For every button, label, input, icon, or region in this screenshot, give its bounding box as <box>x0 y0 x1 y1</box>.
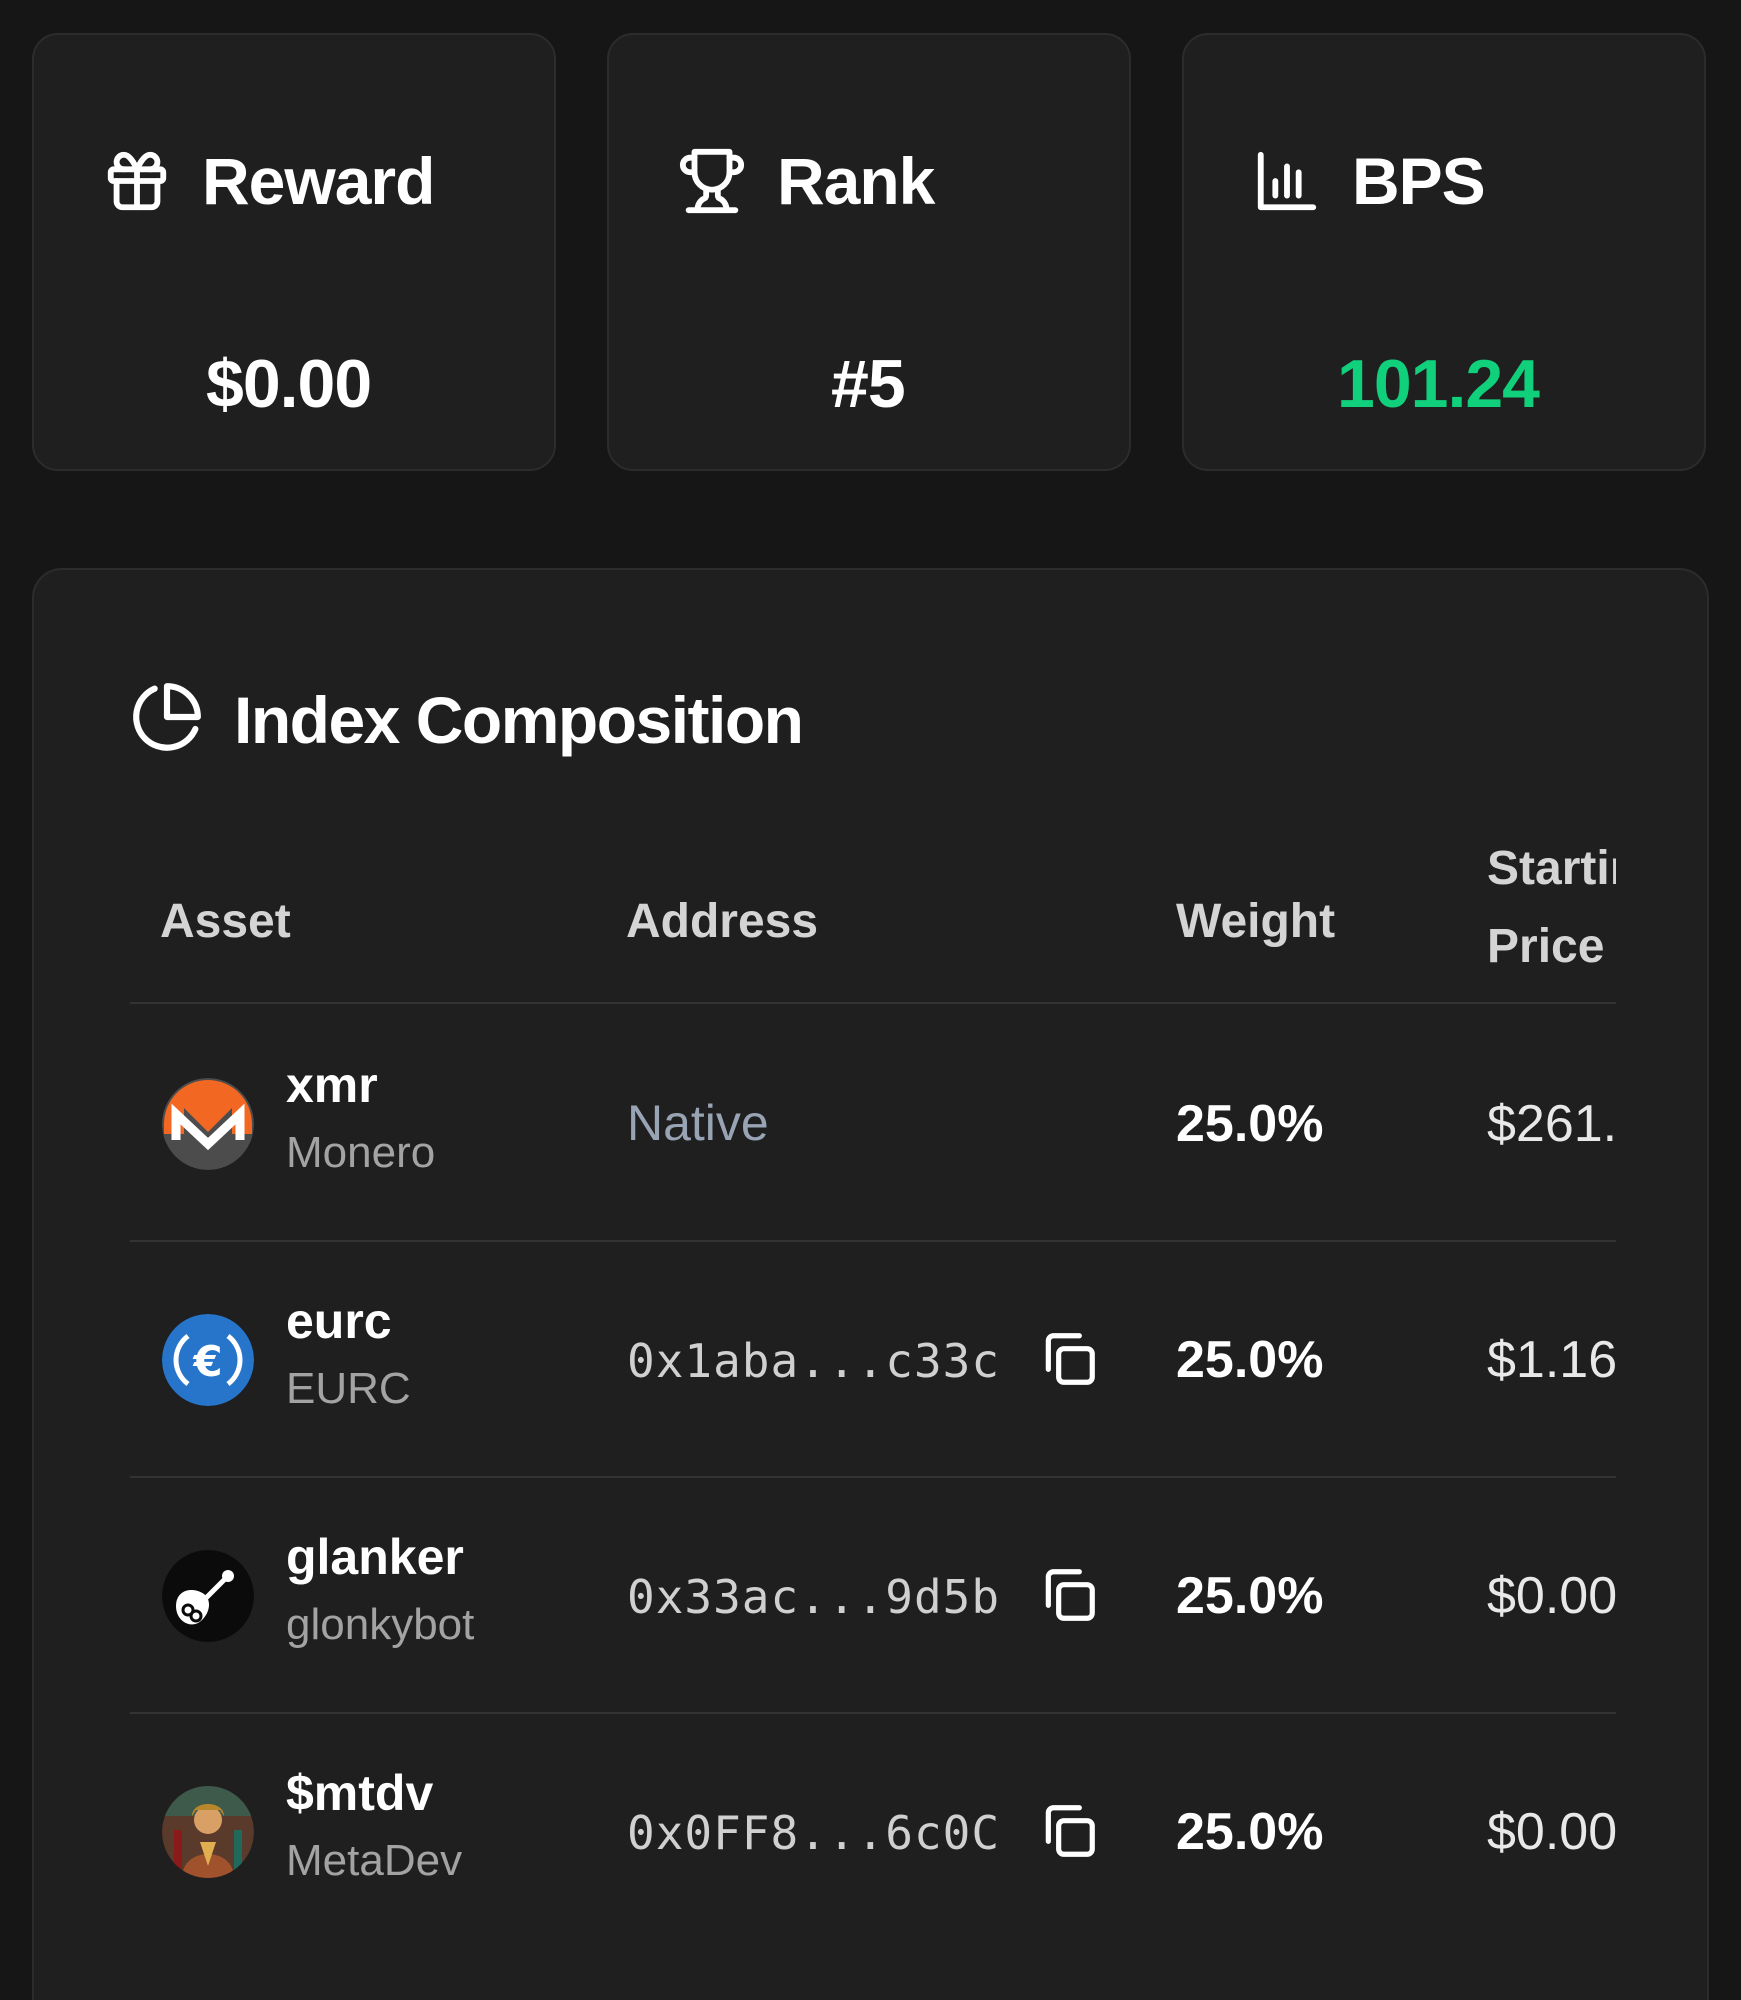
reward-card: Reward $0.00 <box>32 33 556 471</box>
table-row[interactable]: glanker glonkybot 0x33ac...9d5b 25.0% $0… <box>130 1476 1616 1714</box>
asset-address: 0x33ac...9d5b <box>627 1570 1001 1624</box>
table-row[interactable]: xmr Monero Native 25.0% $261. <box>130 1004 1616 1242</box>
asset-name: MetaDev <box>286 1836 463 1885</box>
reward-header: Reward <box>102 143 435 219</box>
index-composition-panel: Index Composition Asset Address Weight S… <box>32 568 1709 2000</box>
monero-logo <box>162 1078 254 1170</box>
reward-value: $0.00 <box>206 346 372 422</box>
asset-name: Monero <box>286 1128 436 1177</box>
column-asset[interactable]: Asset <box>160 895 291 948</box>
bps-value: 101.24 <box>1337 346 1540 422</box>
asset-address: Native <box>627 1095 769 1151</box>
composition-table: Asset Address Weight Starting Price xmr … <box>130 830 1616 2000</box>
asset-address: 0x1aba...c33c <box>627 1334 1001 1388</box>
asset-weight: 25.0% <box>1176 1331 1324 1389</box>
rank-card: Rank #5 <box>607 33 1131 471</box>
bar-chart-icon <box>1252 146 1322 216</box>
bps-header: BPS <box>1252 143 1486 219</box>
column-starting-price[interactable]: Starting Price <box>1487 842 1616 973</box>
bps-card: BPS 101.24 <box>1182 33 1706 471</box>
asset-starting-price: $0.00 <box>1487 1803 1616 1861</box>
asset-name: glonkybot <box>286 1600 475 1649</box>
rank-header: Rank <box>677 143 935 219</box>
asset-symbol: eurc <box>286 1293 392 1349</box>
pie-chart-icon <box>130 680 204 759</box>
asset-symbol: $mtdv <box>286 1765 434 1821</box>
bps-label: BPS <box>1352 144 1486 218</box>
column-weight[interactable]: Weight <box>1176 895 1336 948</box>
asset-symbol: glanker <box>286 1529 464 1585</box>
table-row[interactable]: $mtdv MetaDev 0x0FF8...6c0C 25.0% $0.00 <box>130 1712 1616 1948</box>
copy-icon[interactable] <box>1038 1564 1100 1626</box>
copy-icon[interactable] <box>1038 1800 1100 1862</box>
trophy-icon <box>677 146 747 216</box>
index-composition-header: Index Composition <box>130 680 804 759</box>
asset-weight: 25.0% <box>1176 1095 1324 1153</box>
asset-name: EURC <box>286 1364 411 1413</box>
table-header: Asset Address Weight Starting Price <box>130 830 1616 1004</box>
reward-label: Reward <box>202 144 435 218</box>
eurc-logo: € <box>162 1314 254 1406</box>
glonkybot-avatar <box>162 1550 254 1642</box>
table-row[interactable]: € eurc EURC 0x1aba...c33c 25.0% $1.16 <box>130 1240 1616 1478</box>
asset-weight: 25.0% <box>1176 1567 1324 1625</box>
rank-value: #5 <box>831 346 906 422</box>
asset-starting-price: $1.16 <box>1487 1331 1616 1389</box>
asset-starting-price: $0.00 <box>1487 1567 1616 1625</box>
index-composition-title: Index Composition <box>234 682 804 757</box>
asset-address: 0x0FF8...6c0C <box>627 1806 1001 1860</box>
copy-icon[interactable] <box>1038 1328 1100 1390</box>
asset-starting-price: $261. <box>1487 1095 1616 1153</box>
rank-label: Rank <box>777 144 935 218</box>
column-address[interactable]: Address <box>626 895 819 948</box>
gift-icon <box>102 146 172 216</box>
metadev-avatar <box>162 1786 254 1878</box>
svg-text:€: € <box>192 1337 222 1386</box>
asset-weight: 25.0% <box>1176 1803 1324 1861</box>
asset-symbol: xmr <box>286 1057 378 1113</box>
